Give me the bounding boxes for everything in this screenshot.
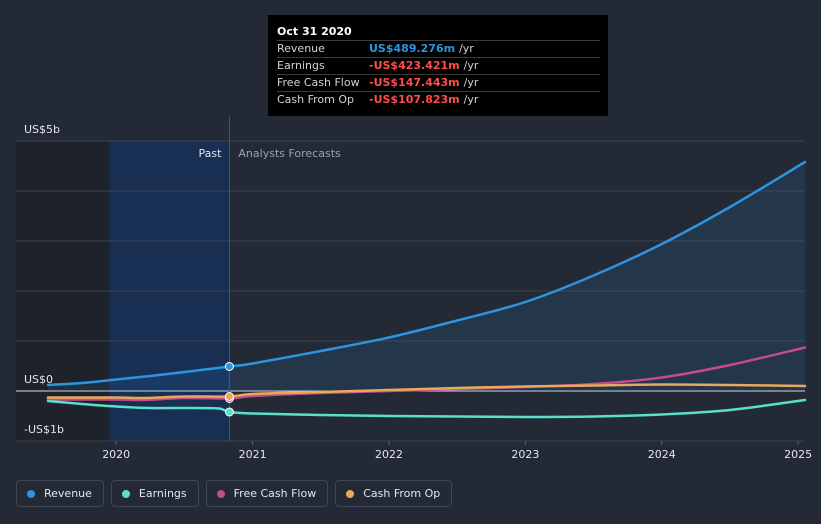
legend-dot-icon (216, 489, 225, 498)
tooltip-date: Oct 31 2020 (277, 25, 352, 38)
legend-item-earnings[interactable]: Earnings (110, 480, 199, 507)
tooltip-value: -US$423.421m (369, 59, 460, 72)
tooltip-row-free-cash-flow: Free Cash Flow -US$147.443m /yr (277, 74, 600, 91)
tooltip-label: Revenue (277, 42, 325, 55)
x-tick-label: 2021 (239, 448, 267, 461)
tooltip-label: Earnings (277, 59, 325, 72)
x-tick-label: 2022 (375, 448, 403, 461)
series-line-earnings (46, 398, 807, 419)
marker-revenue (224, 362, 234, 371)
earnings-revenue-chart: US$5b US$0 -US$1b Past Analysts Forecasts 202… (16, 116, 812, 461)
legend-dot-icon (346, 489, 355, 498)
tooltip-row-revenue: Revenue US$489.276m /yr (277, 40, 600, 57)
series-line-revenue (46, 160, 807, 387)
series-area-revenue (48, 162, 805, 391)
series-line-cash_from_op (46, 383, 807, 400)
tooltip-row-earnings: Earnings -US$423.421m /yr (277, 57, 600, 74)
past-label: Past (198, 147, 222, 160)
tooltip-unit: /yr (463, 93, 479, 106)
tooltip-label: Free Cash Flow (277, 76, 360, 89)
tooltip-unit: /yr (463, 76, 479, 89)
legend-label: Earnings (138, 487, 187, 500)
legend-label: Revenue (44, 487, 92, 500)
tooltip-value: -US$107.823m (369, 93, 460, 106)
y-axis-label: US$5b (24, 123, 60, 136)
y-axis-label: -US$1b (24, 423, 64, 436)
tooltip-label: Cash From Op (277, 93, 355, 106)
marker-cash_from_op (224, 392, 234, 401)
x-tick-label: 2024 (648, 448, 676, 461)
tooltip-value: -US$147.443m (369, 76, 460, 89)
x-tick-label: 2020 (102, 448, 130, 461)
legend-label: Cash From Op (363, 487, 441, 500)
legend-label: Free Cash Flow (233, 487, 317, 500)
y-axis-label: US$0 (24, 373, 53, 386)
chart-tooltip: Oct 31 2020 Revenue US$489.276m /yr Earn… (268, 15, 608, 116)
legend-item-cash-from-op[interactable]: Cash From Op (335, 480, 453, 507)
legend-item-free-cash-flow[interactable]: Free Cash Flow (205, 480, 329, 507)
tooltip-unit: /yr (463, 59, 479, 72)
x-tick-label: 2023 (511, 448, 539, 461)
legend-item-revenue[interactable]: Revenue (16, 480, 104, 507)
legend-dot-icon (27, 489, 35, 498)
tooltip-unit: /yr (459, 42, 474, 55)
tooltip-value: US$489.276m (369, 42, 456, 55)
chart-legend: Revenue Earnings Free Cash Flow Cash Fro… (16, 480, 453, 507)
x-tick-label: 2025 (784, 448, 812, 461)
legend-dot-icon (121, 489, 130, 498)
marker-earnings (224, 407, 234, 417)
tooltip-row-cash-from-op: Cash From Op -US$107.823m /yr (277, 91, 600, 108)
forecast-label: Analysts Forecasts (238, 147, 341, 160)
